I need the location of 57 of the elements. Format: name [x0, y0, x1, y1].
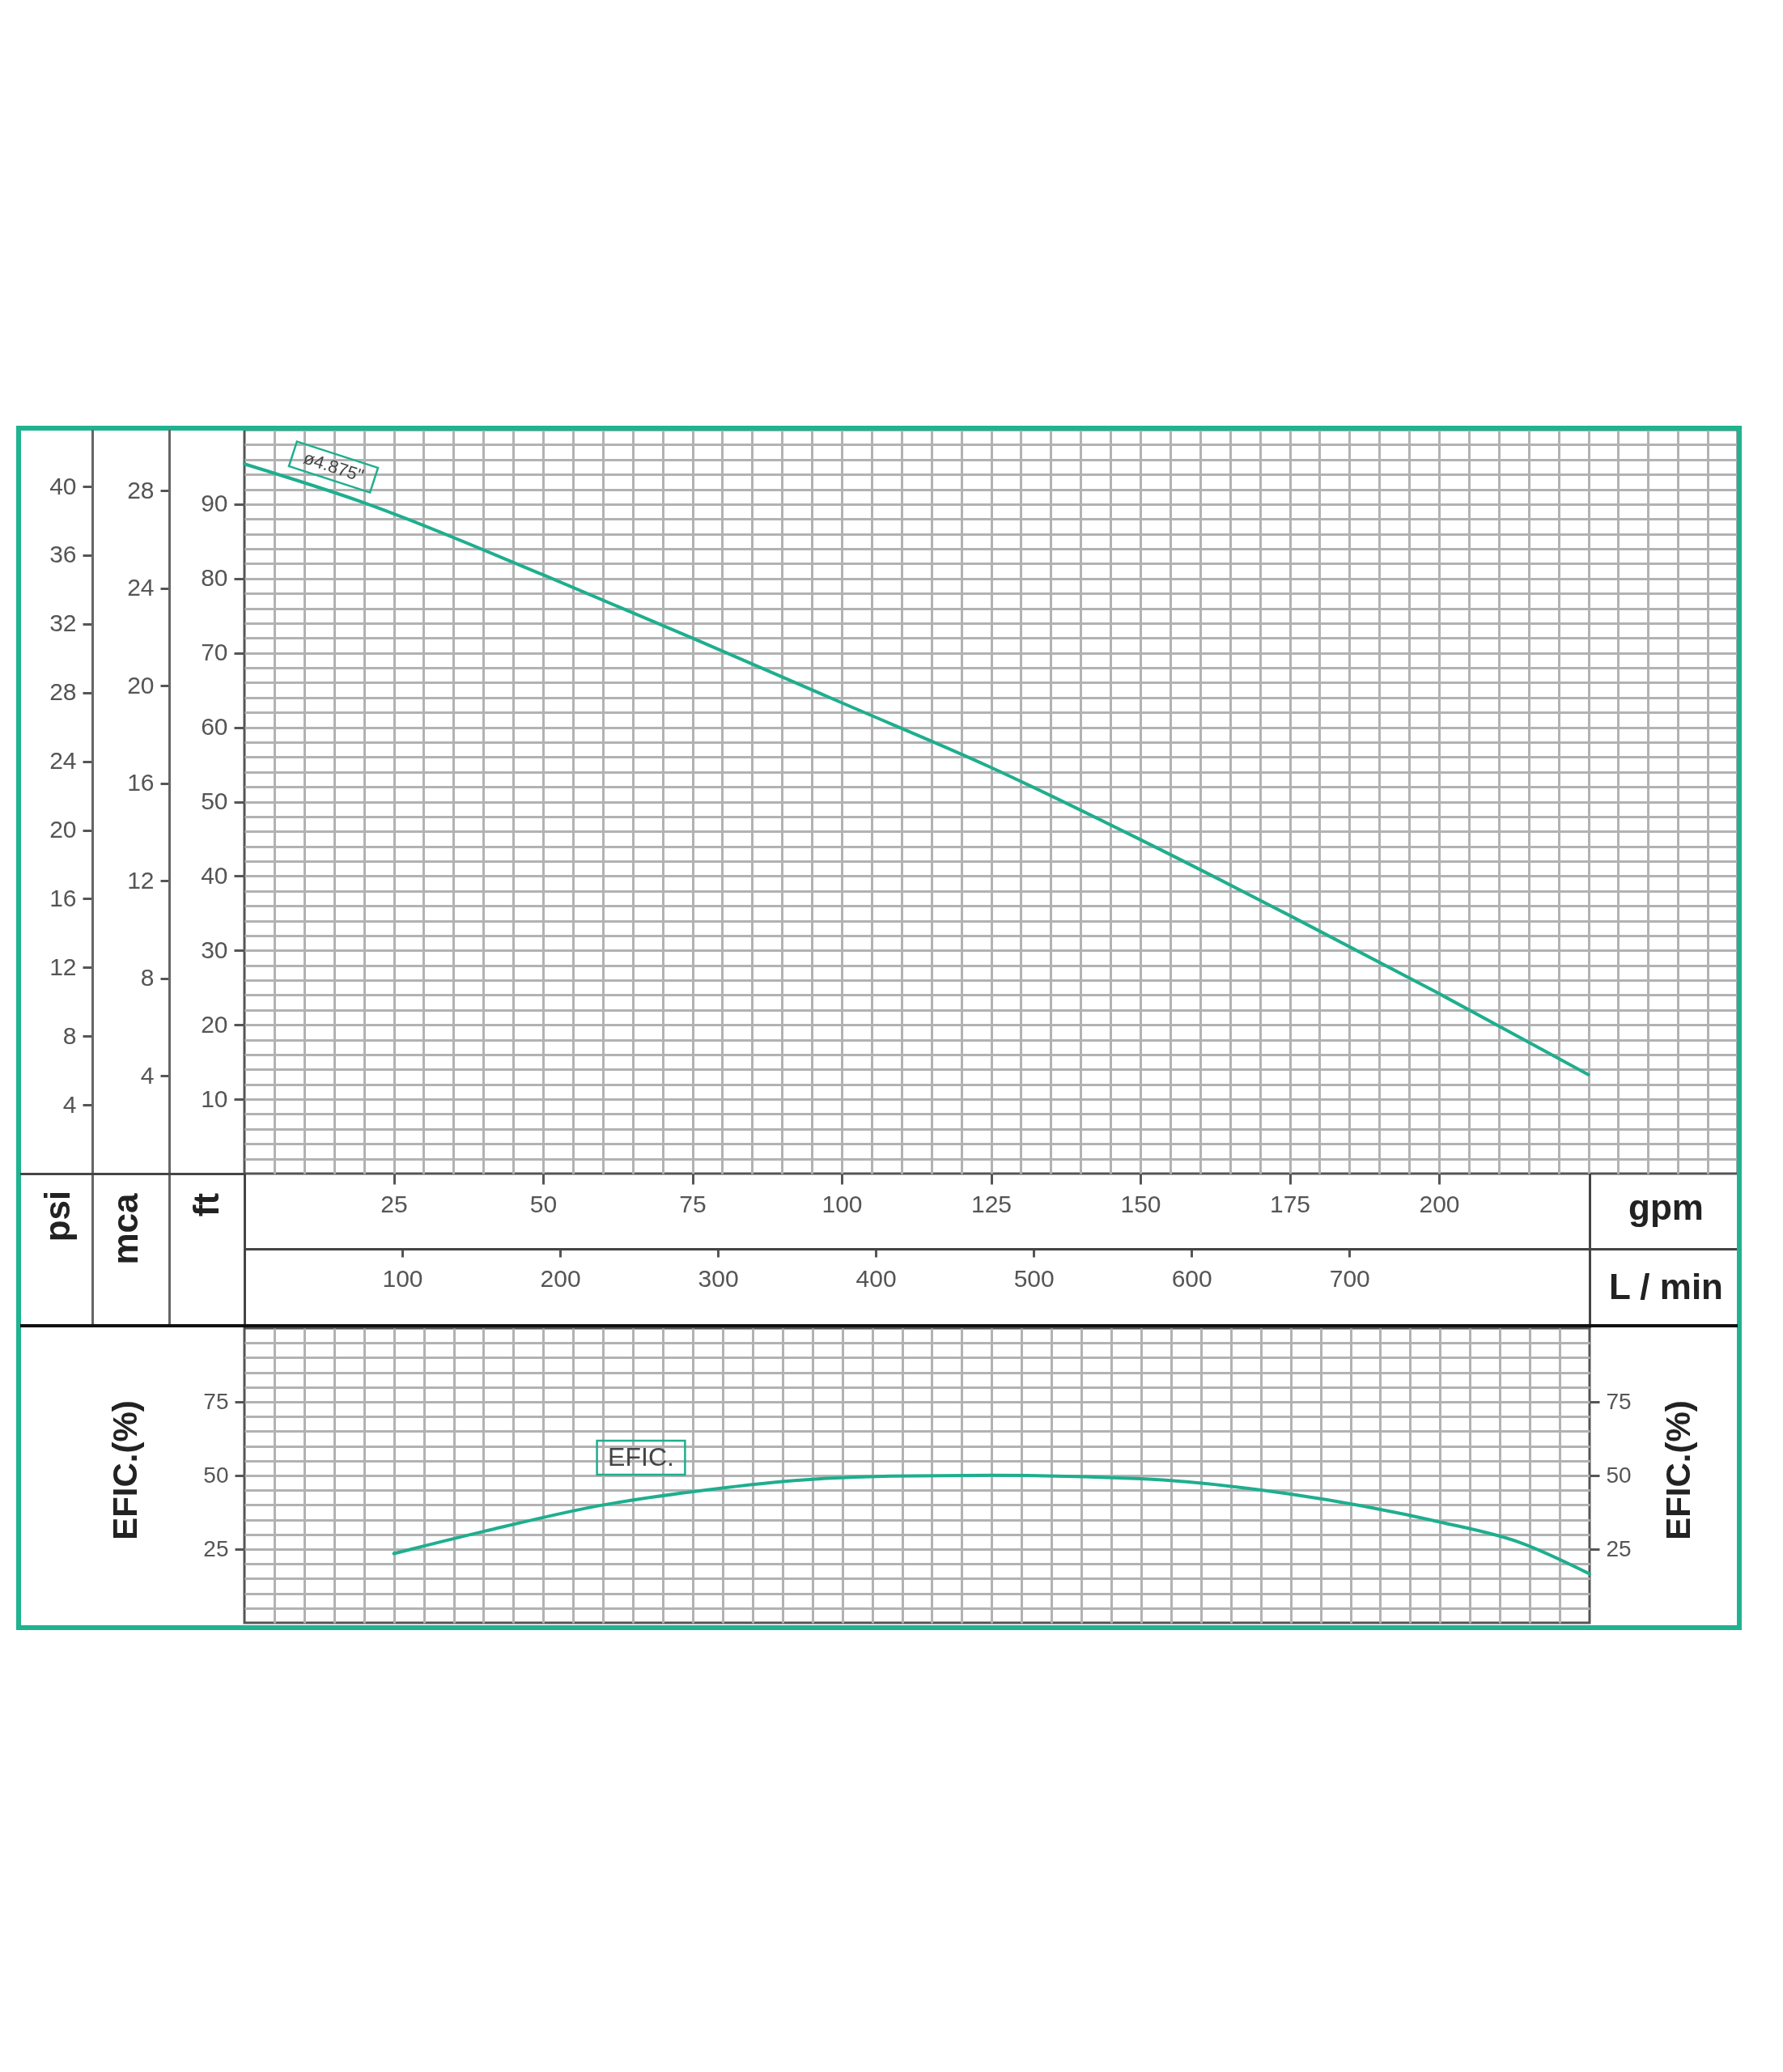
- y2-axis-title: mca: [104, 1192, 145, 1265]
- x2-tick-label: 500: [1013, 1264, 1055, 1292]
- x-axis-title: gpm: [1628, 1187, 1704, 1227]
- y-tick-label: 30: [201, 936, 228, 963]
- y3-tick-label: 8: [62, 1021, 77, 1049]
- y-tick-label: 60: [201, 713, 228, 741]
- x2-tick-label: 100: [382, 1264, 423, 1292]
- y-tick-label: 25: [203, 1535, 229, 1561]
- x-tick-label: 125: [970, 1190, 1012, 1217]
- x2-tick-label: 300: [698, 1264, 739, 1292]
- y-tick-label: 90: [201, 490, 228, 517]
- x-tick-label: 150: [1120, 1190, 1161, 1217]
- y3-tick-label: 36: [49, 541, 77, 568]
- x-tick-label: 25: [380, 1190, 408, 1217]
- x2-axis-title: L / min: [1609, 1266, 1723, 1306]
- x-tick-label: 200: [1419, 1190, 1460, 1217]
- y3-axis-title: psi: [36, 1190, 77, 1242]
- x2-tick-label: 400: [855, 1264, 897, 1292]
- y-tick-label: 50: [201, 788, 228, 814]
- y2-tick-label: 75: [1606, 1388, 1632, 1414]
- x-tick-label: 75: [679, 1190, 707, 1217]
- y-tick-label: 20: [201, 1010, 228, 1038]
- y2-tick-label: 8: [140, 964, 155, 991]
- y3-tick-label: 16: [49, 884, 77, 911]
- y2-tick-label: 50: [1606, 1462, 1632, 1488]
- series-label: EFIC.: [608, 1442, 674, 1471]
- y2-tick-label: 20: [127, 671, 155, 698]
- y-tick-label: 50: [203, 1462, 229, 1488]
- y-axis-title: ft: [185, 1192, 226, 1217]
- y2-tick-label: 28: [127, 476, 155, 503]
- y3-tick-label: 28: [49, 678, 77, 706]
- y-axis-title: EFIC.(%): [105, 1400, 144, 1540]
- y-tick-label: 40: [201, 861, 228, 889]
- y2-tick-label: 12: [127, 866, 155, 894]
- y3-tick-label: 24: [49, 747, 77, 775]
- y2-tick-label: 16: [127, 769, 155, 796]
- x-tick-label: 100: [821, 1190, 863, 1217]
- x2-tick-label: 700: [1329, 1264, 1370, 1292]
- y2-tick-label: 4: [140, 1061, 155, 1089]
- y2-tick-label: 24: [127, 574, 155, 601]
- y-tick-label: 10: [201, 1085, 228, 1112]
- x2-tick-label: 200: [540, 1264, 581, 1292]
- line-series: [392, 1473, 1591, 1576]
- y3-tick-label: 12: [49, 953, 77, 980]
- y2-axis-title: EFIC.(%): [1658, 1400, 1697, 1540]
- y3-tick-label: 32: [49, 609, 77, 637]
- y-tick-label: 80: [201, 564, 228, 592]
- y-tick-label: 75: [203, 1388, 229, 1414]
- y3-tick-label: 40: [49, 472, 77, 499]
- y2-tick-label: 25: [1606, 1535, 1632, 1561]
- text: ø4.875": [301, 447, 367, 486]
- x-tick-label: 175: [1269, 1190, 1311, 1217]
- y3-tick-label: 20: [49, 816, 77, 843]
- x2-tick-label: 600: [1171, 1264, 1212, 1292]
- x-tick-label: 50: [529, 1190, 558, 1217]
- y3-tick-label: 4: [62, 1090, 77, 1118]
- y-tick-label: 70: [201, 639, 228, 666]
